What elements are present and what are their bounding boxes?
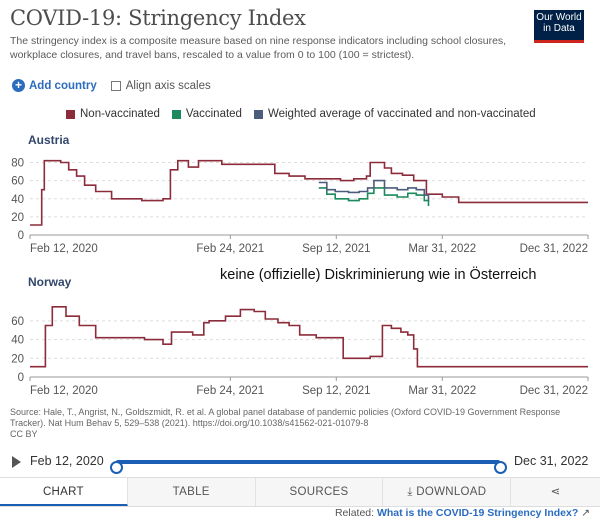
facet-title-austria: Austria	[28, 133, 70, 147]
x-tick-norway-0: Feb 12, 2020	[30, 385, 98, 397]
share-icon: ⋖	[550, 486, 561, 498]
external-link-icon: ↗	[581, 507, 590, 519]
source-note: Source: Hale, T., Angrist, N., Goldszmid…	[10, 407, 570, 440]
legend-swatch-non-vaccinated	[66, 109, 75, 119]
series-line-austria-0	[30, 159, 588, 226]
timeline-start-handle[interactable]	[110, 461, 123, 474]
license-text: CC BY	[10, 429, 38, 439]
y-tick-austria-20: 20	[11, 212, 24, 224]
timeline: Feb 12, 2020 Dec 31, 2022	[10, 453, 590, 474]
chart-subtitle: The stringency index is a composite meas…	[10, 35, 507, 61]
x-tick-austria-4: Dec 31, 2022	[520, 243, 588, 255]
y-tick-norway-40: 40	[11, 335, 24, 347]
legend-item-weighted-average[interactable]: Weighted average of vaccinated and non-v…	[253, 108, 536, 120]
chart-canvas: Austria 0 20 40 60 80 Feb 12, 2020 Feb 24, 2021…	[11, 133, 589, 397]
x-tick-austria-1: Feb 24, 2021	[196, 243, 264, 255]
legend-item-non-vaccinated[interactable]: Non-vaccinated	[66, 108, 160, 120]
tab-download[interactable]: ⤓ DOWNLOAD	[383, 478, 512, 506]
add-country-label: Add country	[29, 79, 97, 92]
y-tick-austria-0: 0	[18, 230, 24, 242]
x-tick-norway-1: Feb 24, 2021	[196, 385, 264, 397]
legend-item-vaccinated[interactable]: Vaccinated	[171, 108, 242, 120]
y-tick-norway-60: 60	[11, 316, 24, 328]
chart-title: COVID-19: Stringency Index	[10, 6, 306, 30]
x-tick-norway-2: Sep 12, 2021	[302, 385, 370, 397]
timeline-end-handle[interactable]	[494, 461, 507, 474]
legend-swatch-weighted-average	[253, 109, 263, 119]
tab-table[interactable]: TABLE	[128, 478, 256, 506]
align-scales-label: Align axis scales	[125, 79, 211, 92]
x-tick-austria-0: Feb 12, 2020	[30, 243, 98, 255]
download-icon: ⤓	[407, 486, 417, 498]
x-tick-austria-2: Sep 12, 2021	[302, 243, 370, 255]
facet-title-norway: Norway	[28, 275, 72, 289]
plus-icon: +	[12, 79, 25, 92]
tab-download-label: DOWNLOAD	[416, 486, 487, 498]
tab-share[interactable]: ⋖	[511, 478, 600, 506]
related-prefix: Related:	[334, 507, 375, 519]
series-line-norway-0	[30, 306, 588, 368]
y-tick-norway-20: 20	[11, 353, 24, 365]
x-tick-norway-3: Mar 31, 2022	[408, 385, 476, 397]
add-country-button[interactable]: + Add country	[12, 79, 97, 92]
tab-chart[interactable]: CHART	[0, 478, 128, 506]
play-icon[interactable]	[12, 456, 21, 468]
tab-bar: CHART TABLE SOURCES ⤓ DOWNLOAD ⋖	[0, 477, 600, 507]
y-tick-austria-80: 80	[11, 158, 24, 170]
legend-label-vaccinated: Vaccinated	[185, 108, 242, 120]
x-tick-norway-4: Dec 31, 2022	[520, 385, 588, 397]
legend: Non-vaccinated Vaccinated Weighted avera…	[66, 108, 548, 120]
legend-swatch-vaccinated	[171, 109, 181, 119]
related-article-link[interactable]: What is the COVID-19 Stringency Index?	[376, 507, 579, 519]
source-text: Source: Hale, T., Angrist, N., Goldszmid…	[10, 407, 561, 428]
timeline-end-label: Dec 31, 2022	[514, 454, 589, 468]
y-tick-austria-40: 40	[11, 194, 24, 206]
series-line-austria-2	[318, 179, 430, 201]
align-axis-scales-toggle[interactable]: Align axis scales	[110, 79, 211, 92]
y-tick-austria-60: 60	[11, 176, 24, 188]
chart-controls: + Add country Align axis scales	[12, 79, 211, 92]
owid-logo[interactable]: Our World in Data	[534, 10, 584, 43]
y-tick-norway-0: 0	[18, 372, 24, 384]
legend-label-non-vaccinated: Non-vaccinated	[80, 108, 160, 120]
x-tick-austria-3: Mar 31, 2022	[408, 243, 476, 255]
annotation-text: keine (offizielle) Diskriminierung wie i…	[220, 267, 537, 283]
timeline-slider-track[interactable]	[110, 460, 507, 474]
legend-label-weighted-average: Weighted average of vaccinated and non-v…	[267, 108, 536, 120]
related-link-row: Related: What is the COVID-19 Stringency…	[335, 507, 590, 519]
checkbox-icon	[110, 80, 121, 91]
timeline-start-label: Feb 12, 2020	[30, 454, 104, 468]
tab-sources[interactable]: SOURCES	[256, 478, 384, 506]
